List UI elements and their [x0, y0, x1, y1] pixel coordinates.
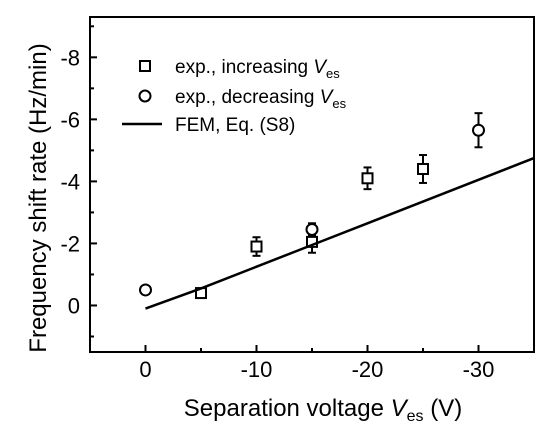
- x-tick-label: 0: [139, 357, 151, 382]
- y-axis-label: Frequency shift rate (Hz/min): [25, 43, 52, 352]
- data-point-circle: [305, 222, 319, 236]
- y-tick-label: -8: [60, 45, 80, 70]
- legend-entry-text: FEM, Eq. (S8): [175, 115, 295, 136]
- legend-entry-text: exp., increasing: [175, 57, 313, 78]
- ticks: 0 -10 -20 -30 0 -2 -4 -6 -8: [60, 25, 495, 382]
- series-circle: [139, 112, 485, 297]
- legend-entry: FEM, Eq. (S8): [175, 115, 295, 136]
- data-point-circle: [472, 123, 485, 137]
- x-axis-label-text: Separation voltage: [184, 395, 391, 422]
- x-tick-label: -20: [352, 357, 384, 382]
- x-axis-label: Separation voltage Ves (V): [184, 395, 462, 425]
- x-axis-label-var: V: [391, 395, 409, 422]
- legend-entry-sub: es: [326, 66, 340, 81]
- plot-area: [139, 112, 535, 310]
- legend-marker-square: [139, 60, 151, 72]
- x-axis-label-unit: (V): [424, 395, 463, 422]
- data-point-square: [417, 162, 429, 175]
- legend-entry-sub: es: [332, 96, 346, 111]
- legend-entry: exp., increasing Ves: [175, 57, 340, 81]
- y-tick-label: 0: [68, 293, 80, 318]
- legend-entry-var: V: [320, 87, 335, 108]
- data-point-circle: [139, 283, 152, 297]
- legend-entry-var: V: [313, 57, 328, 78]
- x-axis-label-sub: es: [407, 408, 424, 425]
- x-tick-label: -30: [463, 357, 495, 382]
- legend-marker-circle: [138, 89, 152, 103]
- data-point-square: [361, 172, 374, 185]
- y-tick-label: -6: [60, 107, 80, 132]
- data-point-square: [250, 240, 263, 253]
- y-tick-label: -2: [60, 231, 80, 256]
- y-tick-label: -4: [60, 169, 80, 194]
- fem-fit-line: [145, 156, 535, 310]
- x-tick-label: -10: [241, 357, 273, 382]
- series-line: [145, 156, 535, 310]
- legend-entry-text: exp., decreasing: [175, 87, 320, 108]
- legend-entry: exp., decreasing Ves: [175, 87, 347, 111]
